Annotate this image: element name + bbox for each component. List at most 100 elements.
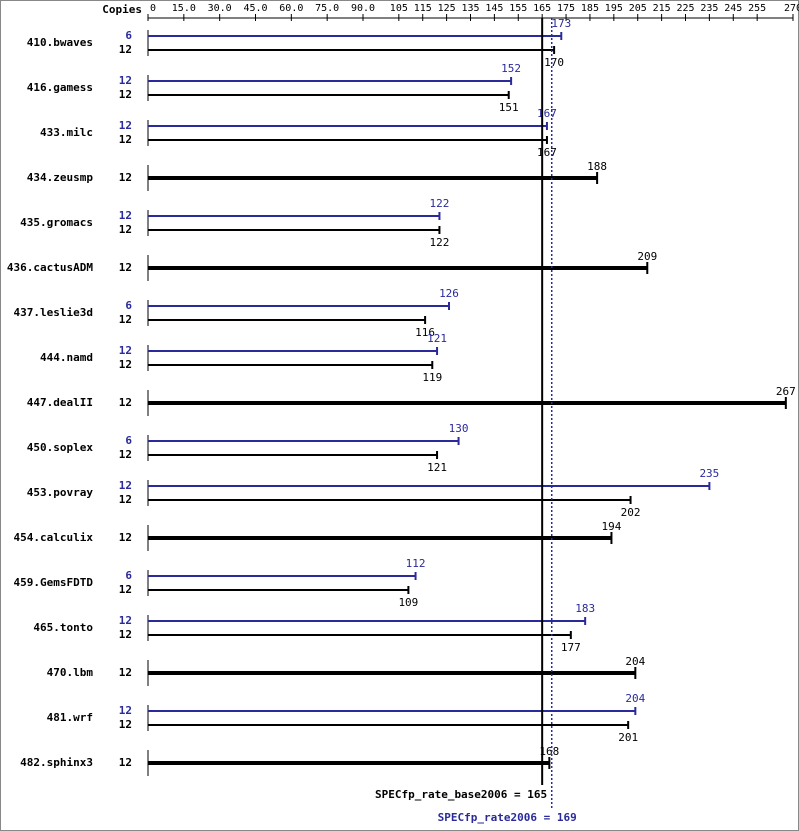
benchmark-name: 433.milc	[40, 126, 93, 139]
copies: 12	[119, 704, 132, 717]
value-label: 152	[501, 62, 521, 75]
benchmark-name: 410.bwaves	[27, 36, 93, 49]
copies: 12	[119, 171, 132, 184]
x-tick-label: 30.0	[208, 3, 232, 14]
copies: 12	[119, 448, 132, 461]
x-tick-label: 235	[700, 3, 718, 14]
value-label: 121	[427, 332, 447, 345]
copies: 12	[119, 88, 132, 101]
benchmark-name: 481.wrf	[47, 711, 93, 724]
value-label: 151	[499, 101, 519, 114]
value-label: 202	[621, 506, 641, 519]
copies: 12	[119, 583, 132, 596]
value-label: 194	[602, 520, 622, 533]
x-tick-label: 165	[533, 3, 551, 14]
benchmark-name: 436.cactusADM	[7, 261, 93, 274]
benchmark-name: 482.sphinx3	[20, 756, 93, 769]
copies: 12	[119, 358, 132, 371]
benchmark-name: 416.gamess	[27, 81, 93, 94]
copies: 12	[119, 223, 132, 236]
x-tick-label: 115	[414, 3, 432, 14]
x-tick-label: 105	[390, 3, 408, 14]
reference-label: SPECfp_rate_base2006 = 165	[375, 788, 547, 801]
benchmark-name: 470.lbm	[47, 666, 94, 679]
x-tick-label: 15.0	[172, 3, 196, 14]
x-tick-label: 185	[581, 3, 599, 14]
reference-label: SPECfp_rate2006 = 169	[438, 811, 577, 824]
x-tick-label: 245	[724, 3, 742, 14]
value-label: 122	[430, 197, 450, 210]
x-tick-label: 75.0	[315, 3, 339, 14]
copies: 6	[125, 569, 132, 582]
value-label: 116	[415, 326, 435, 339]
copies: 12	[119, 666, 132, 679]
value-label: 235	[699, 467, 719, 480]
value-label: 183	[575, 602, 595, 615]
copies: 12	[119, 531, 132, 544]
value-label: 170	[544, 56, 564, 69]
x-tick-label: 205	[629, 3, 647, 14]
value-label: 109	[398, 596, 418, 609]
benchmark-name: 465.tonto	[33, 621, 93, 634]
benchmark-name: 453.povray	[27, 486, 94, 499]
x-tick-label: 270	[784, 3, 799, 14]
value-label: 119	[422, 371, 442, 384]
copies: 12	[119, 493, 132, 506]
value-label: 112	[406, 557, 426, 570]
copies: 12	[119, 756, 132, 769]
copies: 12	[119, 43, 132, 56]
copies: 12	[119, 718, 132, 731]
benchmark-name: 437.leslie3d	[14, 306, 93, 319]
value-label: 168	[539, 745, 559, 758]
x-tick-label: 145	[485, 3, 503, 14]
x-tick-label: 155	[509, 3, 527, 14]
value-label: 173	[551, 17, 571, 30]
benchmark-name: 444.namd	[40, 351, 93, 364]
value-label: 126	[439, 287, 459, 300]
value-label: 167	[537, 146, 557, 159]
copies-header: Copies	[102, 3, 142, 16]
value-label: 188	[587, 160, 607, 173]
copies: 6	[125, 299, 132, 312]
copies: 12	[119, 209, 132, 222]
value-label: 267	[776, 385, 796, 398]
copies: 12	[119, 313, 132, 326]
copies: 12	[119, 133, 132, 146]
x-tick-label: 45.0	[243, 3, 267, 14]
copies: 12	[119, 119, 132, 132]
copies: 12	[119, 479, 132, 492]
x-tick-label: 195	[605, 3, 623, 14]
x-tick-label: 135	[461, 3, 479, 14]
value-label: 121	[427, 461, 447, 474]
x-tick-label: 255	[748, 3, 766, 14]
value-label: 209	[637, 250, 657, 263]
value-label: 122	[430, 236, 450, 249]
value-label: 130	[449, 422, 469, 435]
x-tick-label: 0	[150, 3, 156, 14]
x-tick-label: 60.0	[279, 3, 303, 14]
copies: 12	[119, 396, 132, 409]
benchmark-name: 435.gromacs	[20, 216, 93, 229]
copies: 12	[119, 261, 132, 274]
value-label: 177	[561, 641, 581, 654]
benchmark-name: 459.GemsFDTD	[14, 576, 94, 589]
x-tick-label: 225	[676, 3, 694, 14]
copies: 12	[119, 628, 132, 641]
x-tick-label: 175	[557, 3, 575, 14]
benchmark-name: 454.calculix	[14, 531, 94, 544]
x-tick-label: 125	[438, 3, 456, 14]
copies: 12	[119, 344, 132, 357]
copies: 12	[119, 74, 132, 87]
value-label: 167	[537, 107, 557, 120]
copies: 6	[125, 434, 132, 447]
benchmark-name: 447.dealII	[27, 396, 93, 409]
copies: 12	[119, 614, 132, 627]
value-label: 204	[625, 692, 645, 705]
value-label: 204	[625, 655, 645, 668]
copies: 6	[125, 29, 132, 42]
x-tick-label: 90.0	[351, 3, 375, 14]
benchmark-name: 450.soplex	[27, 441, 94, 454]
benchmark-name: 434.zeusmp	[27, 171, 94, 184]
